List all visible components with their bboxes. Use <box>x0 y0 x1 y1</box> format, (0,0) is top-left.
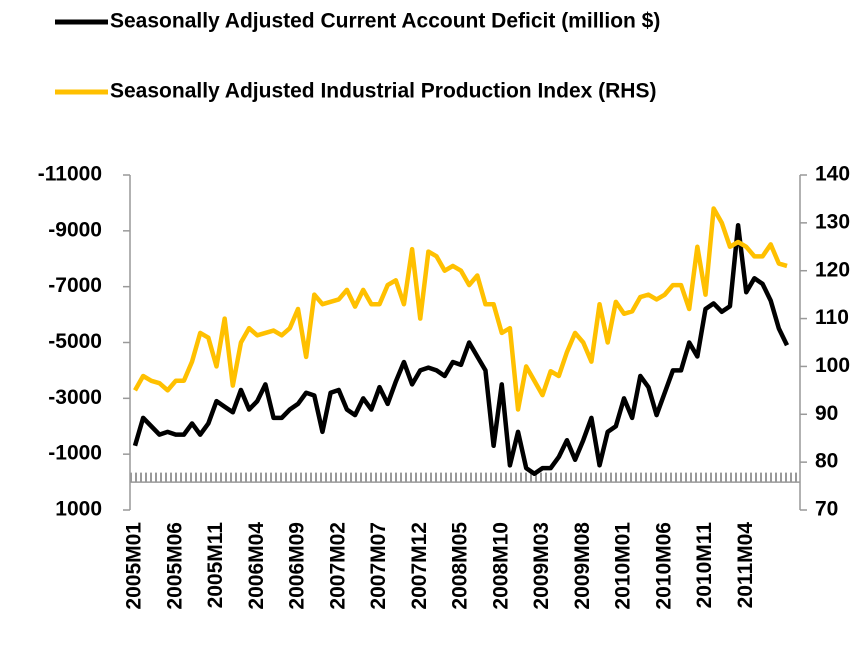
x-tick-label: 2009M03 <box>530 522 553 610</box>
legend-label: Seasonally Adjusted Current Account Defi… <box>110 10 660 33</box>
y2-tick-label: 90 <box>815 402 838 425</box>
y-tick-label: 1000 <box>55 498 102 521</box>
y2-tick-label: 120 <box>815 258 850 281</box>
x-tick-label: 2011M04 <box>734 522 757 609</box>
x-tick-label: 2007M07 <box>367 522 390 610</box>
y2-tick-label: 140 <box>815 163 850 186</box>
x-tick-label: 2007M12 <box>408 522 431 610</box>
x-tick-label: 2010M11 <box>693 522 716 609</box>
y-tick-label: -7000 <box>48 274 102 297</box>
legend-label: Seasonally Adjusted Industrial Productio… <box>110 80 656 103</box>
y-tick-label: -3000 <box>48 386 102 409</box>
y2-tick-label: 70 <box>815 498 838 521</box>
y2-tick-label: 100 <box>815 354 850 377</box>
x-tick-label: 2005M01 <box>123 522 146 610</box>
series-line <box>133 206 788 412</box>
x-tick-label: 2008M10 <box>489 522 512 610</box>
x-tick-label: 2009M08 <box>571 522 594 610</box>
y2-tick-label: 80 <box>815 450 838 473</box>
x-tick-label: 2010M06 <box>652 522 675 610</box>
x-tick-label: 2010M01 <box>612 522 635 610</box>
y2-tick-label: 110 <box>815 306 849 329</box>
series-line <box>132 223 790 476</box>
y-tick-label: -11000 <box>38 163 102 186</box>
x-tick-label: 2007M02 <box>326 522 349 610</box>
y-tick-label: -9000 <box>48 218 102 241</box>
x-tick-label: 2005M06 <box>163 522 186 610</box>
x-tick-label: 2006M09 <box>286 522 309 610</box>
x-tick-label: 2006M04 <box>245 522 268 610</box>
y-tick-label: -5000 <box>48 330 102 353</box>
x-tick-label: 2005M11 <box>204 522 227 609</box>
y2-tick-label: 130 <box>815 210 850 233</box>
x-tick-label: 2008M05 <box>449 522 472 610</box>
y-tick-label: -1000 <box>48 442 102 465</box>
